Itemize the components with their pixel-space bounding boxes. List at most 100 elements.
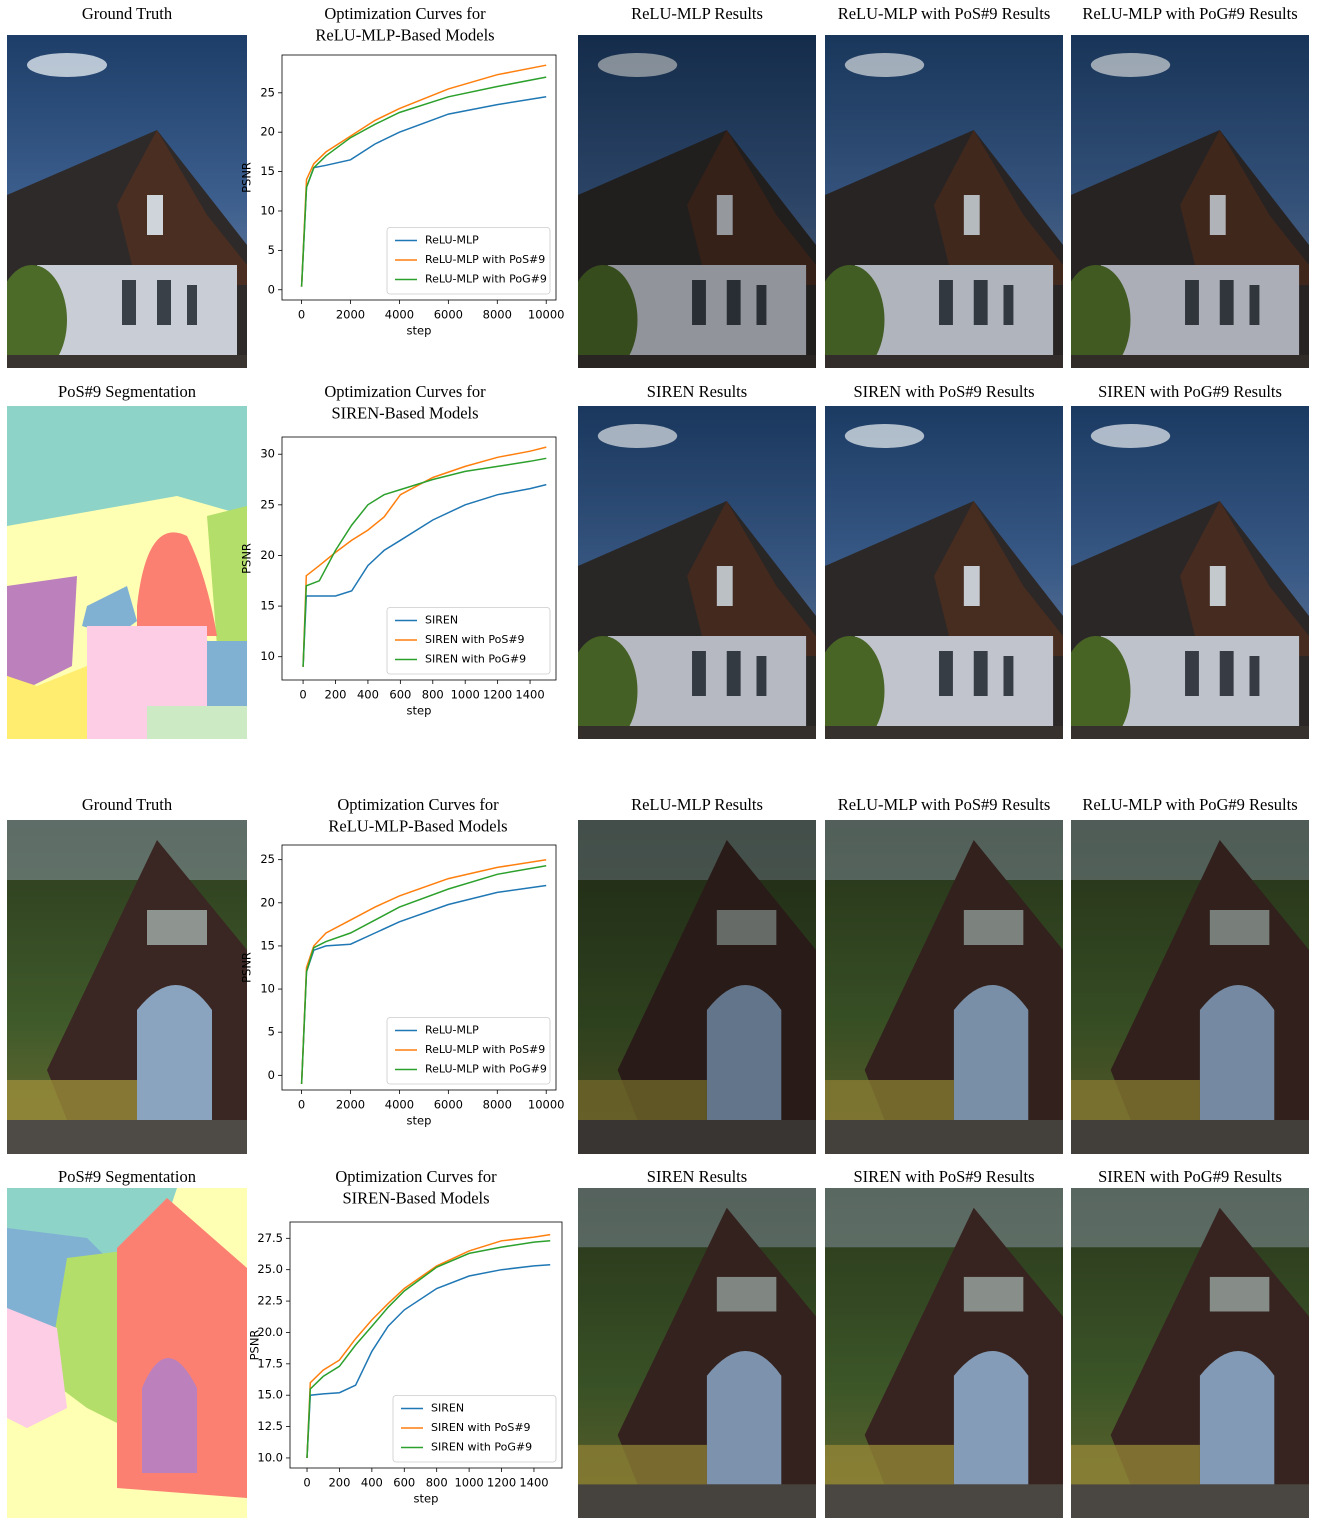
image-shade bbox=[578, 406, 816, 739]
panel-title: PoS#9 Segmentation bbox=[58, 1167, 196, 1186]
line-series bbox=[300, 64, 547, 287]
line-series bbox=[306, 1240, 551, 1459]
line-series bbox=[306, 1233, 551, 1459]
y-tick-label: 15 bbox=[260, 938, 275, 952]
panel-image bbox=[7, 35, 247, 368]
x-tick-label: 1400 bbox=[519, 1476, 548, 1490]
x-tick-label: 10000 bbox=[528, 308, 565, 322]
panel-image bbox=[7, 1188, 247, 1518]
x-tick-label: 1000 bbox=[454, 1476, 483, 1490]
image-shade bbox=[825, 35, 1063, 368]
legend-label: ReLU-MLP with PoS#9 bbox=[425, 253, 545, 266]
image-shade bbox=[1071, 1188, 1309, 1518]
panel-title: ReLU-MLP with PoG#9 Results bbox=[1082, 795, 1297, 814]
x-tick-label: 2000 bbox=[336, 1098, 365, 1112]
x-tick-label: 10000 bbox=[528, 1098, 565, 1112]
legend-box bbox=[386, 1017, 551, 1085]
x-tick-label: 1200 bbox=[483, 688, 512, 702]
legend-label: ReLU-MLP with PoG#9 bbox=[425, 273, 547, 286]
panel-title: SIREN with PoS#9 Results bbox=[853, 1167, 1034, 1186]
legend-box bbox=[392, 1395, 557, 1463]
line-series bbox=[302, 457, 547, 667]
legend-label: SIREN with PoS#9 bbox=[431, 1421, 531, 1434]
y-tick-label: 15 bbox=[260, 599, 275, 613]
y-tick-label: 10.0 bbox=[257, 1450, 283, 1464]
x-tick-label: 8000 bbox=[483, 1098, 512, 1112]
x-tick-label: 0 bbox=[303, 1476, 310, 1490]
x-tick-label: 1200 bbox=[487, 1476, 516, 1490]
legend-label: ReLU-MLP bbox=[425, 234, 479, 247]
panel-title: SIREN with PoG#9 Results bbox=[1098, 1167, 1282, 1186]
y-tick-label: 0 bbox=[268, 1068, 275, 1082]
legend-label: ReLU-MLP with PoS#9 bbox=[425, 1043, 545, 1056]
x-tick-label: 1400 bbox=[515, 688, 544, 702]
x-axis-label: step bbox=[407, 1114, 432, 1128]
image-shade bbox=[1071, 820, 1309, 1154]
y-tick-label: 25 bbox=[260, 852, 275, 866]
y-axis-label: PSNR bbox=[240, 952, 254, 983]
image-shade bbox=[578, 1188, 816, 1518]
image-shade bbox=[1071, 406, 1309, 739]
legend-box bbox=[386, 227, 551, 295]
line-series bbox=[302, 483, 547, 667]
panel-title: ReLU-MLP with PoS#9 Results bbox=[838, 4, 1051, 23]
panel-image bbox=[7, 406, 247, 739]
y-tick-label: 15 bbox=[260, 164, 275, 178]
x-tick-label: 0 bbox=[299, 688, 306, 702]
y-tick-label: 27.5 bbox=[257, 1231, 283, 1245]
line-series bbox=[302, 446, 547, 667]
legend-label: SIREN with PoG#9 bbox=[431, 1441, 532, 1454]
legend-label: SIREN with PoS#9 bbox=[425, 633, 525, 646]
x-axis-label: step bbox=[407, 324, 432, 338]
y-axis-label: PSNR bbox=[240, 162, 254, 193]
panel-title: SIREN with PoS#9 Results bbox=[853, 382, 1034, 401]
y-tick-label: 30 bbox=[260, 447, 275, 461]
panel-title: ReLU-MLP with PoG#9 Results bbox=[1082, 4, 1297, 23]
y-tick-label: 10 bbox=[260, 982, 275, 996]
x-tick-label: 4000 bbox=[385, 308, 414, 322]
panel-title: ReLU-MLP with PoS#9 Results bbox=[838, 795, 1051, 814]
legend-label: SIREN with PoG#9 bbox=[425, 653, 526, 666]
chart-title: SIREN-Based Models bbox=[331, 403, 478, 422]
panel-title: SIREN Results bbox=[647, 1167, 747, 1186]
y-tick-label: 20 bbox=[260, 895, 275, 909]
legend-label: ReLU-MLP bbox=[425, 1024, 479, 1037]
y-tick-label: 20 bbox=[260, 125, 275, 139]
legend-label: SIREN bbox=[431, 1402, 464, 1415]
legend-label: SIREN bbox=[425, 614, 458, 627]
y-tick-label: 12.5 bbox=[257, 1419, 283, 1433]
chart-title: ReLU-MLP-Based Models bbox=[328, 816, 507, 835]
line-series bbox=[300, 864, 547, 1085]
panel-title: ReLU-MLP Results bbox=[631, 795, 763, 814]
y-axis-label: PSNR bbox=[248, 1330, 262, 1361]
panel-title: SIREN with PoG#9 Results bbox=[1098, 382, 1282, 401]
chart-title: SIREN-Based Models bbox=[342, 1188, 489, 1207]
y-tick-label: 20 bbox=[260, 548, 275, 562]
x-tick-label: 200 bbox=[325, 688, 347, 702]
y-tick-label: 5 bbox=[268, 1025, 275, 1039]
x-tick-label: 0 bbox=[298, 308, 305, 322]
line-series bbox=[300, 76, 547, 287]
y-axis-label: PSNR bbox=[240, 543, 254, 574]
x-tick-label: 4000 bbox=[385, 1098, 414, 1112]
chart-title: ReLU-MLP-Based Models bbox=[315, 25, 494, 44]
y-tick-label: 25 bbox=[260, 85, 275, 99]
x-tick-label: 2000 bbox=[336, 308, 365, 322]
x-tick-label: 600 bbox=[389, 688, 411, 702]
image-shade bbox=[578, 820, 816, 1154]
y-tick-label: 17.5 bbox=[257, 1356, 283, 1370]
legend-box bbox=[386, 607, 551, 675]
image-shade bbox=[825, 1188, 1063, 1518]
y-tick-label: 5 bbox=[268, 243, 275, 257]
x-tick-label: 6000 bbox=[434, 308, 463, 322]
panel-image bbox=[7, 820, 247, 1154]
legend-label: ReLU-MLP with PoG#9 bbox=[425, 1063, 547, 1076]
image-shade bbox=[1071, 35, 1309, 368]
y-tick-label: 15.0 bbox=[257, 1388, 283, 1402]
chart-title: Optimization Curves for bbox=[324, 4, 486, 23]
panel-title: Ground Truth bbox=[82, 4, 173, 23]
line-series bbox=[300, 858, 547, 1085]
x-tick-label: 800 bbox=[426, 1476, 448, 1490]
panel-title: PoS#9 Segmentation bbox=[58, 382, 196, 401]
chart-title: Optimization Curves for bbox=[335, 1167, 497, 1186]
